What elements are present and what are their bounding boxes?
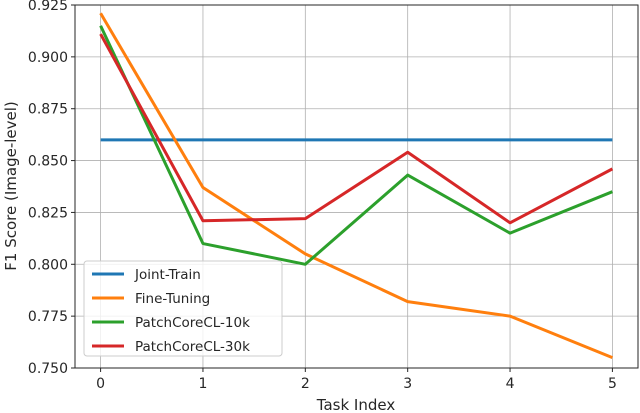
legend-label: Joint-Train [134,267,201,283]
x-tick-label: 0 [96,376,105,392]
y-tick-label: 0.825 [28,205,68,221]
legend-label: PatchCoreCL-30k [135,339,250,355]
y-tick-label: 0.800 [28,257,68,273]
y-tick-label: 0.750 [28,361,68,377]
x-axis-label: Task Index [316,396,396,413]
y-axis-label: F1 Score (Image-level) [2,101,20,270]
y-tick-label: 0.850 [28,154,68,170]
axis-ticks: 0 1 2 3 4 5 0.750 0.775 0.800 0.825 0.850 0.875 0.90… [28,0,617,392]
series-line-patchcorecl-30k [99,33,614,225]
plot-frame [74,4,639,369]
series-lines [99,12,614,360]
legend-label: PatchCoreCL-10k [135,315,250,331]
x-tick-label: 4 [506,376,515,392]
series-line-fine-tuning [99,12,613,360]
x-tick-label: 5 [608,376,617,392]
x-tick-label: 1 [198,376,207,392]
legend-box [83,260,283,357]
y-tick-label: 0.925 [28,0,68,14]
legend-label: Fine-Tuning [135,291,210,307]
y-tick-label: 0.875 [28,102,68,118]
y-tick-label: 0.900 [28,50,68,66]
y-tick-label: 0.775 [28,309,68,325]
x-tick-label: 2 [301,376,310,392]
legend: Joint-Train Fine-Tuning PatchCoreCL-10k Pat… [83,260,283,357]
series-line-patchcorecl-10k [99,25,613,266]
x-tick-label: 3 [403,376,412,392]
